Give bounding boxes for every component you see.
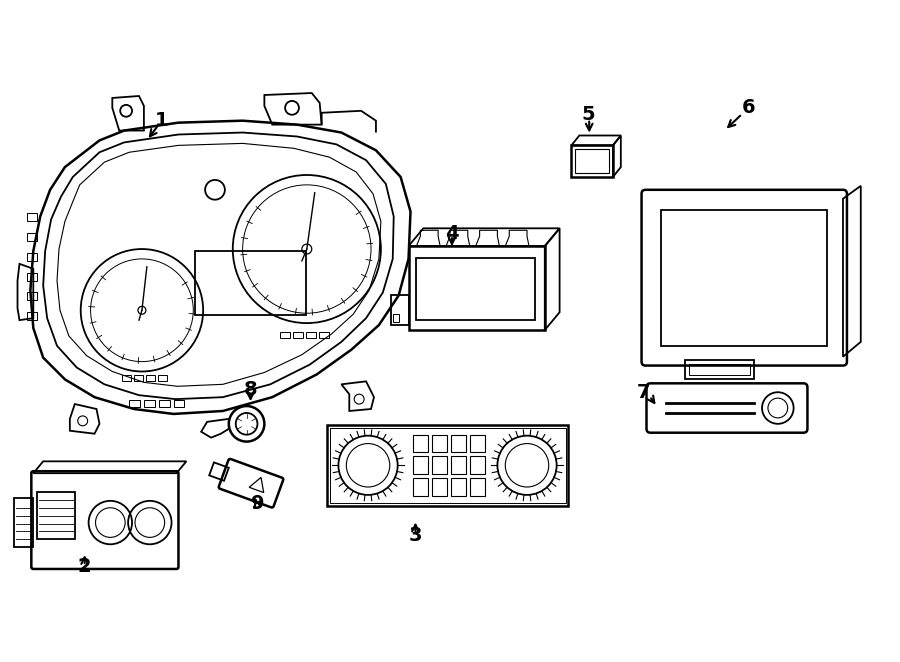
Bar: [392, 314, 399, 322]
Text: 9: 9: [251, 495, 265, 513]
Bar: [146, 375, 155, 381]
Bar: [432, 435, 447, 452]
Bar: [329, 428, 565, 503]
Bar: [27, 273, 37, 281]
Bar: [470, 456, 484, 474]
Bar: [470, 435, 484, 452]
Bar: [306, 332, 316, 338]
Bar: [413, 435, 428, 452]
Bar: [293, 332, 303, 338]
Bar: [451, 478, 466, 496]
Bar: [27, 214, 37, 221]
Bar: [413, 478, 428, 496]
Bar: [391, 295, 409, 325]
Bar: [134, 375, 143, 381]
Bar: [451, 435, 466, 452]
Text: 3: 3: [409, 526, 422, 545]
Bar: [409, 246, 544, 330]
Bar: [417, 258, 535, 320]
Bar: [280, 332, 290, 338]
Bar: [27, 293, 37, 301]
Bar: [413, 456, 428, 474]
Bar: [685, 359, 754, 379]
Bar: [174, 400, 184, 407]
Text: 1: 1: [155, 111, 168, 130]
Bar: [432, 478, 447, 496]
Bar: [662, 210, 827, 346]
Bar: [451, 456, 466, 474]
Text: 6: 6: [742, 99, 755, 117]
Text: 7: 7: [637, 383, 651, 402]
Bar: [209, 462, 229, 481]
Bar: [470, 478, 484, 496]
Bar: [129, 400, 140, 407]
Bar: [27, 233, 37, 241]
Bar: [27, 253, 37, 261]
Bar: [195, 251, 306, 315]
Bar: [327, 425, 569, 506]
Bar: [144, 400, 155, 407]
Text: 2: 2: [77, 557, 92, 577]
Bar: [689, 363, 751, 375]
Bar: [575, 150, 609, 173]
Bar: [37, 492, 75, 540]
Text: 5: 5: [581, 105, 595, 124]
Text: 8: 8: [244, 380, 257, 399]
Bar: [319, 332, 328, 338]
Bar: [432, 456, 447, 474]
Bar: [27, 312, 37, 320]
Bar: [158, 400, 169, 407]
Text: 4: 4: [446, 224, 459, 243]
Bar: [122, 375, 131, 381]
Bar: [158, 375, 166, 381]
